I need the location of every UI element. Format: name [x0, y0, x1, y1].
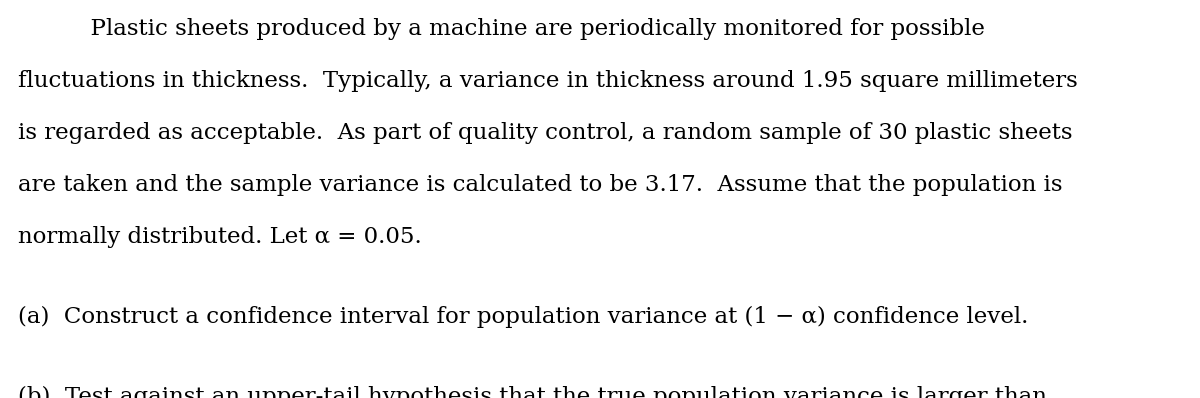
Text: (b)  Test against an upper-tail hypothesis that the true population variance is : (b) Test against an upper-tail hypothesi…: [18, 386, 1046, 398]
Text: is regarded as acceptable.  As part of quality control, a random sample of 30 pl: is regarded as acceptable. As part of qu…: [18, 122, 1073, 144]
Text: (a)  Construct a confidence interval for population variance at (1 − α) confiden: (a) Construct a confidence interval for …: [18, 306, 1028, 328]
Text: normally distributed. Let α = 0.05.: normally distributed. Let α = 0.05.: [18, 226, 421, 248]
Text: fluctuations in thickness.  Typically, a variance in thickness around 1.95 squar: fluctuations in thickness. Typically, a …: [18, 70, 1078, 92]
Text: are taken and the sample variance is calculated to be 3.17.  Assume that the pop: are taken and the sample variance is cal…: [18, 174, 1062, 196]
Text: Plastic sheets produced by a machine are periodically monitored for possible: Plastic sheets produced by a machine are…: [18, 18, 985, 40]
